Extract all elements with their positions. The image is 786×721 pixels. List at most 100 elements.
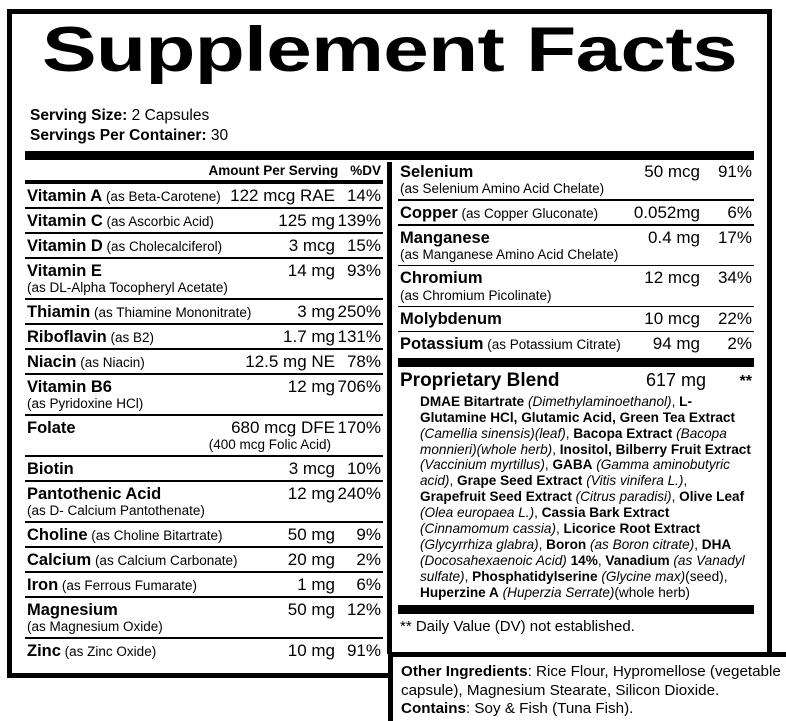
nutrient-source: (as Cholecalciferol) — [102, 238, 223, 254]
nutrient-source: (as DL-Alpha Tocopheryl Acetate) — [27, 280, 228, 296]
nutrient-source: (as Zinc Oxide) — [60, 643, 157, 659]
nutrient-source: (as Thiamine Mononitrate) — [90, 304, 252, 320]
nutrient-amount: 12 mg — [287, 483, 335, 503]
serving-info: Serving Size: 2 Capsules Servings Per Co… — [30, 106, 767, 146]
nutrient-amount: 50 mg — [287, 524, 335, 544]
other-ingredients-box: Other Ingredients: Rice Flour, Hypromell… — [388, 652, 786, 721]
header-rule — [25, 179, 383, 184]
serving-size-value: 2 Capsules — [127, 106, 210, 124]
nutrient-name: Niacin (as Niacin) — [27, 352, 145, 371]
nutrient-row: Pantothenic Acid 12 mg 240% — [25, 482, 383, 505]
nutrient-dv: 10% — [346, 458, 381, 478]
nutrient-name: Copper (as Copper Gluconate) — [400, 203, 599, 222]
nutrient-name: Vitamin D (as Cholecalciferol) — [27, 236, 223, 255]
nutrient-name: Vitamin C (as Ascorbic Acid) — [27, 211, 214, 230]
row-divider — [25, 348, 383, 350]
proprietary-blend-header: Proprietary Blend 617 mg ** — [398, 367, 754, 393]
serving-size-line: Serving Size: 2 Capsules — [30, 106, 767, 126]
blend-name: Proprietary Blend — [400, 369, 560, 391]
nutrient-dv: 34% — [717, 268, 752, 288]
nutrient-name: Folate — [27, 418, 76, 437]
nutrient-amount: 12 mcg — [644, 268, 700, 288]
nutrient-dv: 6% — [727, 202, 752, 222]
nutrient-dv: 6% — [356, 574, 381, 594]
nutrient-row: Selenium 50 mcg 91% — [398, 160, 754, 183]
nutrient-amount: 1 mg — [297, 574, 335, 594]
nutrient-row: Folate 680 mcg DFE 170% — [25, 416, 383, 439]
nutrient-dv: 706% — [337, 376, 381, 396]
other-ingredients-label: Other Ingredients — [401, 663, 528, 680]
nutrient-amount: 10 mg — [287, 640, 335, 660]
nutrient-dv: 2% — [727, 334, 752, 354]
nutrient-dv: 2% — [356, 549, 381, 569]
nutrient-amount: 3 mg — [297, 301, 335, 321]
dv-note-divider-bar — [398, 604, 754, 614]
nutrient-amount: 14 mg — [287, 260, 335, 280]
nutrient-sub-note: (400 mcg Folic Acid) — [208, 437, 331, 453]
nutrient-row: Riboflavin (as B2) 1.7 mg 131% — [25, 325, 383, 348]
nutrient-row: Vitamin B6 12 mg 706% — [25, 375, 383, 398]
nutrient-row: Thiamin (as Thiamine Mononitrate) 3 mg 250… — [25, 300, 383, 323]
row-divider — [398, 264, 754, 267]
nutrient-name: Thiamin (as Thiamine Mononitrate) — [27, 302, 252, 321]
nutrient-row: Molybdenum 10 mcg 22% — [398, 307, 754, 330]
row-divider — [25, 455, 383, 457]
nutrient-row: Magnesium 50 mg 12% — [25, 598, 383, 621]
nutrient-row: Calcium (as Calcium Carbonate) 20 mg 2% — [25, 548, 383, 571]
row-divider — [25, 373, 383, 375]
nutrient-amount: 3 mcg — [288, 458, 335, 478]
row-divider — [398, 330, 754, 333]
nutrient-row: Manganese 0.4 mg 17% — [398, 226, 754, 249]
right-nutrient-column: Selenium 50 mcg 91% (as Selenium Amino Acid… — [398, 160, 754, 663]
header-divider-bar — [25, 150, 754, 160]
nutrient-dv: 91% — [717, 161, 752, 181]
nutrient-name: Zinc (as Zinc Oxide) — [27, 641, 157, 660]
nutrient-source: (as Potassium Citrate) — [483, 337, 621, 353]
column-divider — [387, 161, 392, 654]
nutrient-row: Zinc (as Zinc Oxide) 10 mg 91% — [25, 639, 383, 662]
nutrient-dv: 131% — [337, 326, 381, 346]
nutrient-dv: 93% — [346, 260, 381, 280]
nutrient-amount: 12 mg — [287, 376, 335, 396]
nutrient-row: Biotin 3 mcg 10% — [25, 457, 383, 480]
blend-divider-bar — [398, 357, 754, 367]
nutrient-name: Manganese — [400, 228, 490, 247]
left-nutrient-column: Amount Per Serving %DV Vitamin A (as Bet… — [25, 160, 383, 663]
other-ingredients-text: : Rice Flour, Hypromellose (vegetable ca… — [401, 663, 781, 699]
nutrient-source: (as B2) — [106, 329, 155, 345]
nutrient-row: Vitamin C (as Ascorbic Acid) 125 mg 139% — [25, 209, 383, 232]
nutrient-amount: 1.7 mg — [283, 326, 335, 346]
nutrient-dv: 91% — [346, 640, 381, 660]
nutrient-source: (as Magnesium Oxide) — [27, 619, 163, 635]
nutrient-name: Potassium (as Potassium Citrate) — [400, 335, 621, 354]
nutrient-amount: 12.5 mg NE — [245, 351, 335, 371]
nutrient-row: Iron (as Ferrous Fumarate) 1 mg 6% — [25, 573, 383, 596]
nutrient-name: Molybdenum — [400, 310, 502, 329]
nutrient-dv: 240% — [337, 483, 381, 503]
nutrient-source: (as Beta-Carotene) — [102, 188, 221, 204]
nutrient-dv: 22% — [717, 309, 752, 329]
row-divider — [25, 546, 383, 548]
row-divider — [25, 414, 383, 416]
servings-per-container-label: Servings Per Container: — [30, 126, 207, 144]
row-divider — [398, 305, 754, 308]
nutrient-amount: 122 mcg RAE — [230, 185, 335, 205]
contains-text: : Soy & Fish (Tuna Fish). — [465, 700, 634, 718]
nutrient-dv: 250% — [337, 301, 381, 321]
nutrient-dv: 9% — [356, 524, 381, 544]
row-divider — [25, 571, 383, 573]
nutrient-amount: 0.052mg — [633, 202, 700, 222]
nutrient-dv: 17% — [717, 227, 752, 247]
nutrient-name: Choline (as Choline Bitartrate) — [27, 525, 223, 544]
blend-ingredient-list: DMAE Bitartrate (Dimethylaminoethanol), … — [420, 393, 751, 600]
daily-value-note: ** Daily Value (DV) not established. — [400, 617, 635, 635]
row-divider — [398, 223, 754, 226]
nutrient-row: Niacin (as Niacin) 12.5 mg NE 78% — [25, 350, 383, 373]
nutrient-amount: 20 mg — [287, 549, 335, 569]
nutrient-row: Potassium (as Potassium Citrate) 94 mg 2% — [398, 332, 754, 355]
nutrient-name: Selenium — [400, 162, 474, 181]
nutrient-row: Copper (as Copper Gluconate) 0.052mg 6% — [398, 201, 754, 224]
nutrient-source: (as Ascorbic Acid) — [102, 213, 214, 229]
row-divider — [25, 323, 383, 325]
nutrient-source: (as Pyridoxine HCl) — [27, 396, 144, 412]
